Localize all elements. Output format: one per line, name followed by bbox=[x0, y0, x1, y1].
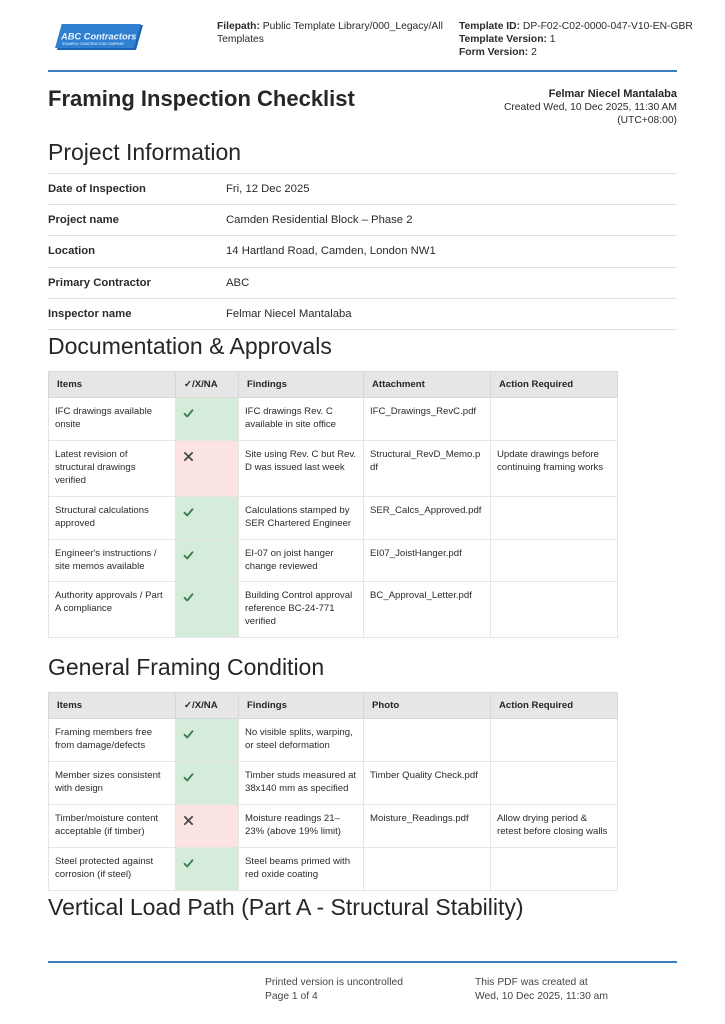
svg-text:ABC Contractors: ABC Contractors bbox=[60, 31, 136, 41]
svg-text:EXAMPLE CONSTRUCTION COMPANY: EXAMPLE CONSTRUCTION COMPANY bbox=[63, 42, 125, 46]
